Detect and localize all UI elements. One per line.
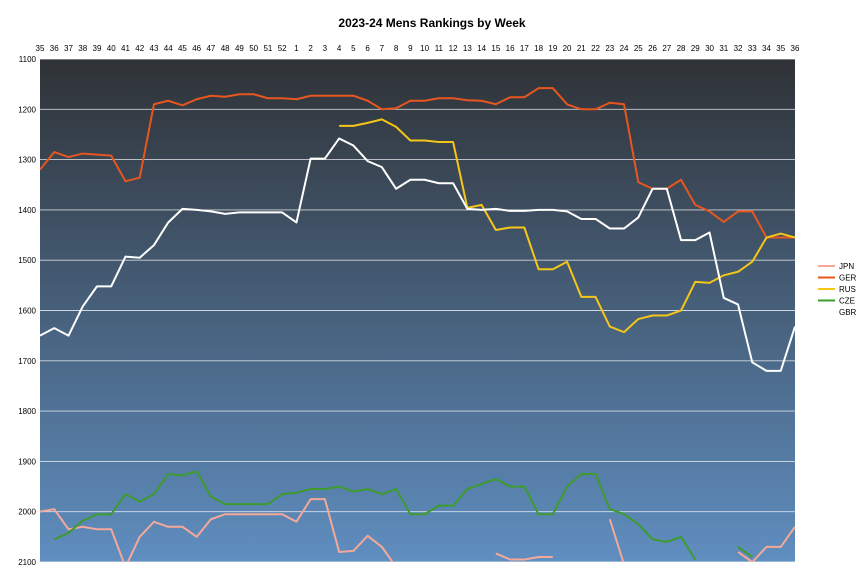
chart-title: 2023-24 Mens Rankings by Week [338,16,526,30]
x-tick-label: 50 [249,44,258,53]
x-tick-label: 45 [178,44,187,53]
y-tick-label: 2100 [18,558,36,567]
x-tick-label: 22 [591,44,600,53]
x-tick-label: 8 [394,44,399,53]
x-tick-label: 18 [534,44,543,53]
x-tick-label: 27 [662,44,671,53]
x-tick-label: 36 [50,44,59,53]
x-tick-label: 39 [93,44,102,53]
y-tick-label: 1200 [18,105,36,114]
y-tick-label: 2000 [18,508,36,517]
x-tick-label: 28 [677,44,686,53]
x-tick-label: 35 [776,44,785,53]
x-tick-label: 35 [36,44,45,53]
x-tick-label: 4 [337,44,342,53]
x-tick-label: 43 [150,44,159,53]
x-tick-label: 37 [64,44,73,53]
x-tick-label: 36 [791,44,800,53]
legend: JPN GER RUS CZE GBR [818,262,857,317]
x-tick-label: 32 [734,44,743,53]
x-tick-label: 15 [491,44,500,53]
legend-label-cze: CZE [839,297,855,306]
x-tick-label: 16 [506,44,515,53]
y-tick-label: 1800 [18,407,36,416]
legend-label-ger: GER [839,274,857,283]
x-tick-label: 42 [135,44,144,53]
x-tick-label: 29 [691,44,700,53]
x-tick-label: 41 [121,44,130,53]
x-axis-tick-labels: 35 36 37 38 39 40 41 42 43 44 45 46 47 48 49 50 51 52 1 2 3 4… [36,44,800,53]
gridlines [40,58,795,563]
x-tick-label: 14 [477,44,486,53]
x-tick-label: 11 [435,44,444,53]
x-tick-label: 33 [748,44,757,53]
series-line-jpn [40,498,795,562]
x-tick-label: 10 [420,44,429,53]
x-tick-label: 52 [278,44,287,53]
x-tick-label: 21 [577,44,586,53]
x-tick-label: 5 [351,44,356,53]
x-tick-label: 7 [380,44,385,53]
x-tick-label: 23 [605,44,614,53]
y-tick-label: 1600 [18,307,36,316]
y-tick-label: 1100 [19,55,37,64]
y-tick-label: 1700 [18,357,36,366]
x-tick-label: 19 [548,44,557,53]
legend-label-gbr: GBR [839,308,857,317]
x-tick-label: 3 [323,44,328,53]
legend-label-rus: RUS [839,285,856,294]
x-tick-label: 46 [192,44,201,53]
x-tick-label: 1 [294,44,299,53]
x-tick-label: 25 [634,44,643,53]
x-tick-label: 47 [206,44,215,53]
series-line-gbr [40,137,795,372]
series-line-ger [40,87,795,239]
x-tick-label: 44 [164,44,173,53]
x-tick-label: 13 [463,44,472,53]
y-tick-label: 1900 [18,457,36,466]
x-tick-label: 48 [221,44,230,53]
x-tick-label: 26 [648,44,657,53]
x-tick-label: 9 [408,44,413,53]
x-tick-label: 40 [107,44,116,53]
x-tick-label: 20 [563,44,572,53]
x-tick-label: 38 [78,44,87,53]
x-tick-label: 49 [235,44,244,53]
y-tick-label: 1500 [18,256,36,265]
x-tick-label: 17 [520,44,529,53]
x-tick-label: 6 [365,44,370,53]
y-tick-label: 1400 [18,206,36,215]
x-tick-label: 30 [705,44,714,53]
x-tick-label: 12 [449,44,458,53]
x-tick-label: 24 [620,44,629,53]
x-tick-label: 31 [719,44,728,53]
series-lines [40,87,795,562]
x-tick-label: 2 [308,44,313,53]
x-tick-label: 51 [263,44,272,53]
y-axis-tick-labels: 1100 1200 1300 1400 1500 1600 1700 1800 1900 2000… [18,55,36,567]
x-tick-label: 34 [762,44,771,53]
series-line-cze [53,470,753,561]
y-tick-label: 1300 [18,156,36,165]
legend-label-jpn: JPN [839,262,854,271]
